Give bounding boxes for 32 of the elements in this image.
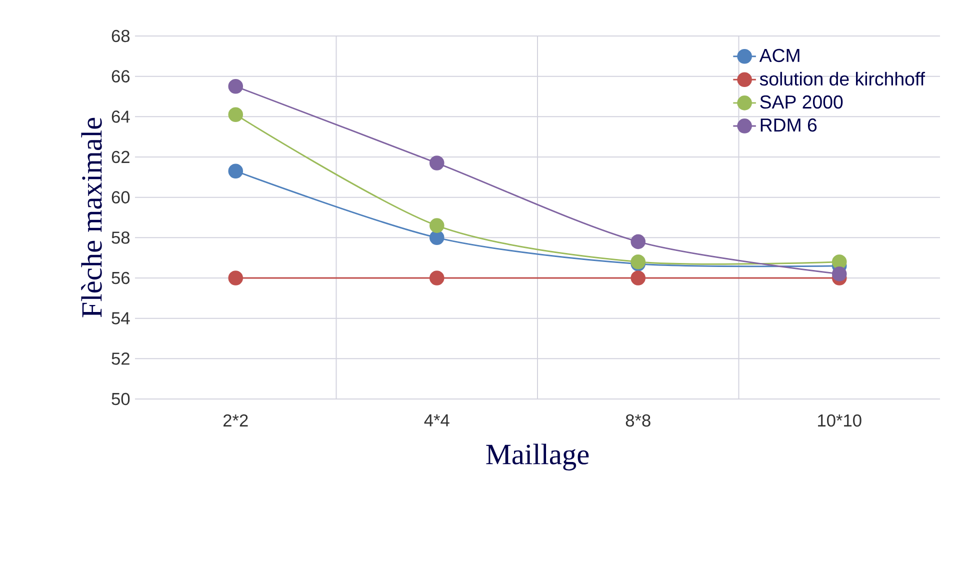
x-tick-label: 2*2 bbox=[223, 414, 248, 426]
point bbox=[228, 107, 244, 122]
y-tick-label: 68 bbox=[112, 30, 130, 42]
point bbox=[630, 270, 646, 286]
y-tick-label: 62 bbox=[112, 150, 130, 164]
legend-label: RDM 6 bbox=[760, 118, 817, 132]
x-tick-label: 4*4 bbox=[424, 414, 450, 426]
y-tick-label: 50 bbox=[112, 392, 130, 406]
y-tick-label: 58 bbox=[112, 232, 130, 244]
y-tick-label: 66 bbox=[112, 70, 130, 82]
point bbox=[228, 79, 244, 94]
point bbox=[630, 234, 646, 250]
x-axis-title: Maillage bbox=[486, 444, 589, 470]
y-tick-label: 56 bbox=[112, 272, 130, 284]
point bbox=[429, 270, 444, 286]
point bbox=[832, 266, 847, 282]
y-tick-label: 54 bbox=[112, 312, 130, 324]
point bbox=[429, 230, 444, 246]
point bbox=[429, 156, 444, 170]
x-tick-label: 8*8 bbox=[626, 414, 650, 427]
legend-label: SAP 2000 bbox=[760, 95, 843, 109]
point bbox=[228, 164, 244, 179]
legend-label: solution de kirchhoff bbox=[760, 72, 926, 86]
point bbox=[832, 254, 847, 270]
legend-label: ACM bbox=[759, 48, 800, 62]
y-tick-label: 52 bbox=[112, 352, 130, 365]
x-tick-label: 10*10 bbox=[818, 414, 862, 427]
y-tick-label: 64 bbox=[112, 110, 130, 123]
point bbox=[429, 218, 444, 233]
point bbox=[228, 270, 244, 286]
y-axis-title: Flèche maximale bbox=[81, 118, 102, 318]
y-tick-label: 60 bbox=[112, 191, 130, 204]
